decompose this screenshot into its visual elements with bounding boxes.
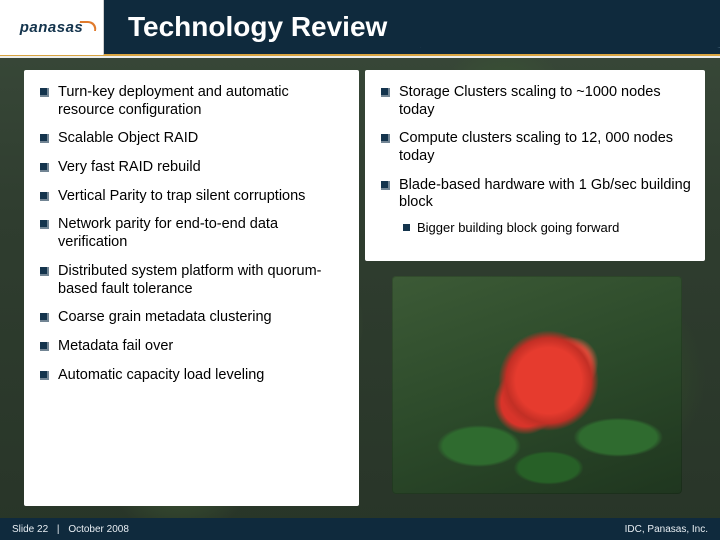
logo-box: panasas xyxy=(0,0,104,55)
list-item: Storage Clusters scaling to ~1000 nodes … xyxy=(379,84,691,119)
list-item: Very fast RAID rebuild xyxy=(38,159,345,177)
list-item: Network parity for end-to-end data verif… xyxy=(38,216,345,251)
list-item: Metadata fail over xyxy=(38,338,345,356)
list-item: Turn-key deployment and automatic resour… xyxy=(38,84,345,119)
list-item: Bigger building block going forward xyxy=(399,220,691,236)
bullet-text: Bigger building block going forward xyxy=(417,220,619,235)
rose-photo xyxy=(392,276,682,494)
footer-bar: Slide 22 | October 2008 IDC, Panasas, In… xyxy=(0,518,720,540)
list-item: Vertical Parity to trap silent corruptio… xyxy=(38,188,345,206)
page-title: Technology Review xyxy=(128,11,387,43)
list-item: Scalable Object RAID xyxy=(38,130,345,148)
bullet-text: Automatic capacity load leveling xyxy=(58,367,264,383)
right-bullet-list: Storage Clusters scaling to ~1000 nodes … xyxy=(379,84,691,236)
slide: panasas Technology Review Turn-key deplo… xyxy=(0,0,720,540)
left-panel: Turn-key deployment and automatic resour… xyxy=(24,70,359,506)
sub-bullet-list: Bigger building block going forward xyxy=(399,220,691,236)
footer-attribution: IDC, Panasas, Inc. xyxy=(625,524,708,535)
left-bullet-list: Turn-key deployment and automatic resour… xyxy=(38,84,345,384)
bullet-text: Very fast RAID rebuild xyxy=(58,159,201,175)
brand-name: panasas xyxy=(20,19,84,36)
footer-left: Slide 22 | October 2008 xyxy=(12,524,129,535)
bullet-text: Turn-key deployment and automatic resour… xyxy=(58,84,289,118)
bullet-text: Network parity for end-to-end data verif… xyxy=(58,216,278,250)
header-arc-decoration xyxy=(420,10,720,48)
brand-logo: panasas xyxy=(20,19,84,36)
list-item: Coarse grain metadata clustering xyxy=(38,309,345,327)
list-item: Blade-based hardware with 1 Gb/sec build… xyxy=(379,177,691,237)
brand-swoosh-icon xyxy=(78,21,98,31)
list-item: Distributed system platform with quorum-… xyxy=(38,263,345,298)
bullet-text: Coarse grain metadata clustering xyxy=(58,309,272,325)
bullet-text: Storage Clusters scaling to ~1000 nodes … xyxy=(399,84,661,118)
header-bar: panasas Technology Review xyxy=(0,0,720,56)
bullet-text: Metadata fail over xyxy=(58,338,173,354)
bullet-text: Compute clusters scaling to 12, 000 node… xyxy=(399,130,673,164)
right-panel: Storage Clusters scaling to ~1000 nodes … xyxy=(365,70,705,261)
footer-date: October 2008 xyxy=(68,524,129,535)
list-item: Automatic capacity load leveling xyxy=(38,367,345,385)
footer-separator: | xyxy=(57,524,60,535)
bullet-text: Blade-based hardware with 1 Gb/sec build… xyxy=(399,177,691,211)
bullet-text: Vertical Parity to trap silent corruptio… xyxy=(58,188,305,204)
slide-number: Slide 22 xyxy=(12,524,48,535)
list-item: Compute clusters scaling to 12, 000 node… xyxy=(379,130,691,165)
bullet-text: Scalable Object RAID xyxy=(58,130,198,146)
bullet-text: Distributed system platform with quorum-… xyxy=(58,263,322,297)
